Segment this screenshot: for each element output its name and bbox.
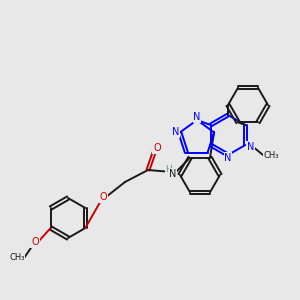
Text: N: N bbox=[247, 142, 254, 152]
Text: N: N bbox=[224, 153, 232, 163]
Text: H: H bbox=[166, 164, 172, 173]
Text: N: N bbox=[193, 112, 201, 122]
Text: N: N bbox=[169, 169, 177, 179]
Text: O: O bbox=[153, 143, 161, 153]
Text: N: N bbox=[172, 128, 180, 137]
Text: O: O bbox=[31, 237, 39, 247]
Text: CH₃: CH₃ bbox=[9, 254, 25, 262]
Text: O: O bbox=[99, 192, 107, 202]
Text: CH₃: CH₃ bbox=[263, 151, 279, 160]
